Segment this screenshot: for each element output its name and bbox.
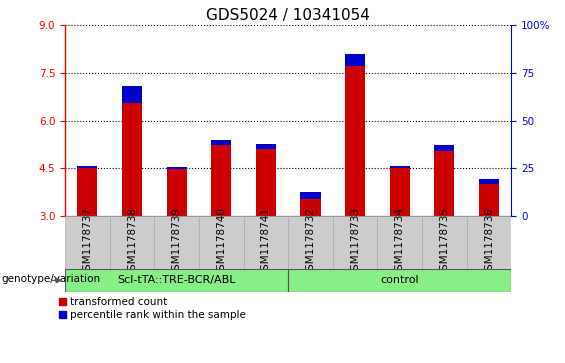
Bar — [390, 168, 410, 216]
Bar — [345, 54, 365, 66]
Bar — [167, 169, 186, 216]
Text: GSM1178735: GSM1178735 — [440, 207, 449, 277]
Title: GDS5024 / 10341054: GDS5024 / 10341054 — [206, 8, 370, 23]
Bar — [167, 167, 186, 169]
Text: genotype/variation: genotype/variation — [1, 274, 101, 284]
Bar — [390, 166, 410, 168]
Bar — [288, 216, 333, 269]
Text: GSM1178732: GSM1178732 — [306, 207, 315, 277]
Bar — [65, 269, 288, 292]
Bar — [199, 216, 244, 269]
Text: GSM1178734: GSM1178734 — [395, 207, 405, 277]
Text: GSM1178741: GSM1178741 — [261, 207, 271, 277]
Bar — [211, 146, 231, 216]
Bar — [301, 192, 320, 199]
Text: GSM1178740: GSM1178740 — [216, 207, 226, 277]
Text: GSM1178733: GSM1178733 — [350, 207, 360, 277]
Text: control: control — [380, 276, 419, 285]
Bar — [345, 66, 365, 216]
Bar — [422, 216, 467, 269]
Bar — [333, 216, 377, 269]
Bar — [211, 140, 231, 146]
Text: GSM1178737: GSM1178737 — [82, 207, 92, 277]
Bar — [77, 168, 97, 216]
Bar — [65, 216, 110, 269]
Bar — [377, 216, 422, 269]
Text: Scl-tTA::TRE-BCR/ABL: Scl-tTA::TRE-BCR/ABL — [118, 276, 236, 285]
Bar — [256, 143, 276, 148]
Bar — [154, 216, 199, 269]
Text: GSM1178739: GSM1178739 — [172, 207, 181, 277]
Bar — [479, 179, 499, 184]
Bar — [256, 148, 276, 216]
Bar — [110, 216, 154, 269]
Text: GSM1178736: GSM1178736 — [484, 207, 494, 277]
Bar — [77, 166, 97, 168]
Legend: transformed count, percentile rank within the sample: transformed count, percentile rank withi… — [59, 297, 246, 320]
Text: GSM1178738: GSM1178738 — [127, 207, 137, 277]
Bar — [434, 151, 454, 216]
Bar — [288, 269, 511, 292]
Bar — [301, 199, 320, 216]
Bar — [122, 86, 142, 103]
Bar — [434, 146, 454, 151]
Bar — [122, 103, 142, 216]
Bar — [467, 216, 511, 269]
Bar — [244, 216, 288, 269]
Bar — [479, 184, 499, 216]
